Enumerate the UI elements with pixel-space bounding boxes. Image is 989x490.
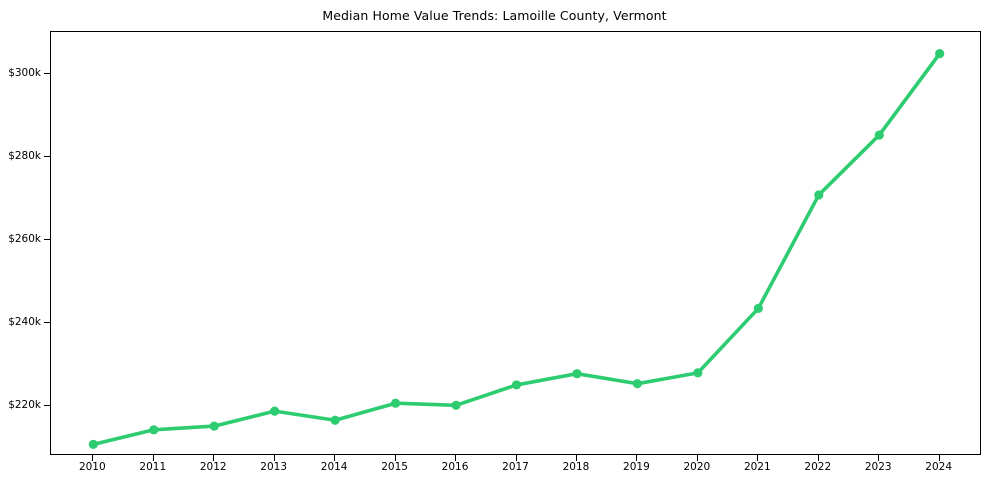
x-axis-tick-label: 2014 [320, 461, 348, 473]
y-axis-tick-label: $300k [8, 66, 41, 79]
x-axis-tick-label: 2021 [743, 461, 771, 473]
x-axis-tick-mark [273, 455, 275, 461]
x-axis-tick-label: 2013 [260, 461, 288, 473]
y-axis-tick-mark [44, 321, 50, 323]
x-axis-tick-label: 2024 [925, 461, 953, 473]
data-point-marker [814, 190, 824, 200]
series-markers-median-home-value [88, 49, 945, 449]
data-point-marker [935, 49, 945, 59]
y-axis-tick-mark [44, 155, 50, 157]
chart-title: Median Home Value Trends: Lamoille Count… [322, 8, 667, 23]
x-axis-tick-mark [455, 455, 457, 461]
plot-area [50, 31, 981, 455]
x-axis-tick-mark [938, 455, 940, 461]
data-point-marker [209, 421, 219, 431]
x-axis-tick-label: 2020 [683, 461, 711, 473]
x-axis-tick-label: 2017 [502, 461, 529, 473]
x-axis-tick-mark [152, 455, 154, 461]
data-point-marker [270, 406, 280, 416]
x-axis-tick-mark [696, 455, 698, 461]
x-axis-tick-label: 2023 [864, 461, 892, 473]
data-point-marker [632, 379, 643, 389]
x-axis-tick-label: 2022 [804, 461, 832, 473]
x-axis-tick-mark [757, 455, 759, 461]
data-point-marker [88, 439, 98, 449]
data-point-marker [330, 415, 340, 425]
y-axis-tick-labels: $220k $240k $260k $280k $300k [0, 0, 41, 490]
x-axis-tick-mark [394, 455, 396, 461]
data-point-marker [693, 368, 703, 378]
y-axis-tick-mark [44, 72, 50, 74]
data-point-marker [511, 380, 522, 390]
x-axis-tick-mark [817, 455, 819, 461]
data-point-marker [149, 425, 159, 435]
y-axis-tick-mark [44, 238, 50, 240]
x-axis-tick-label: 2012 [199, 461, 227, 473]
data-point-marker [451, 400, 461, 410]
data-point-marker [874, 130, 884, 140]
data-point-marker [390, 398, 401, 408]
data-point-marker [753, 303, 763, 314]
y-axis-tick-mark [44, 405, 50, 407]
x-axis-tick-label: 2016 [441, 461, 469, 473]
y-axis-tick-label: $260k [8, 232, 41, 245]
y-axis-tick-label: $280k [8, 149, 41, 162]
line-chart-svg [88, 49, 945, 449]
x-axis-tick-mark [334, 455, 336, 461]
x-axis-tick-mark [575, 455, 577, 461]
data-point-marker [572, 369, 582, 379]
x-axis-tick-mark [213, 455, 215, 461]
x-axis-tick-label: 2018 [562, 461, 590, 473]
x-axis-tick-mark [878, 455, 880, 461]
x-axis-tick-label: 2011 [139, 461, 167, 473]
x-axis-tick-label: 2019 [623, 461, 650, 473]
x-axis-tick-mark [636, 455, 638, 461]
x-axis-tick-mark [92, 455, 94, 461]
x-axis-tick-label: 2010 [78, 461, 106, 473]
x-axis-tick-mark [515, 455, 517, 461]
x-axis-tick-label: 2015 [381, 461, 408, 473]
y-axis-tick-label: $220k [8, 399, 41, 412]
y-axis-tick-label: $240k [8, 315, 41, 328]
